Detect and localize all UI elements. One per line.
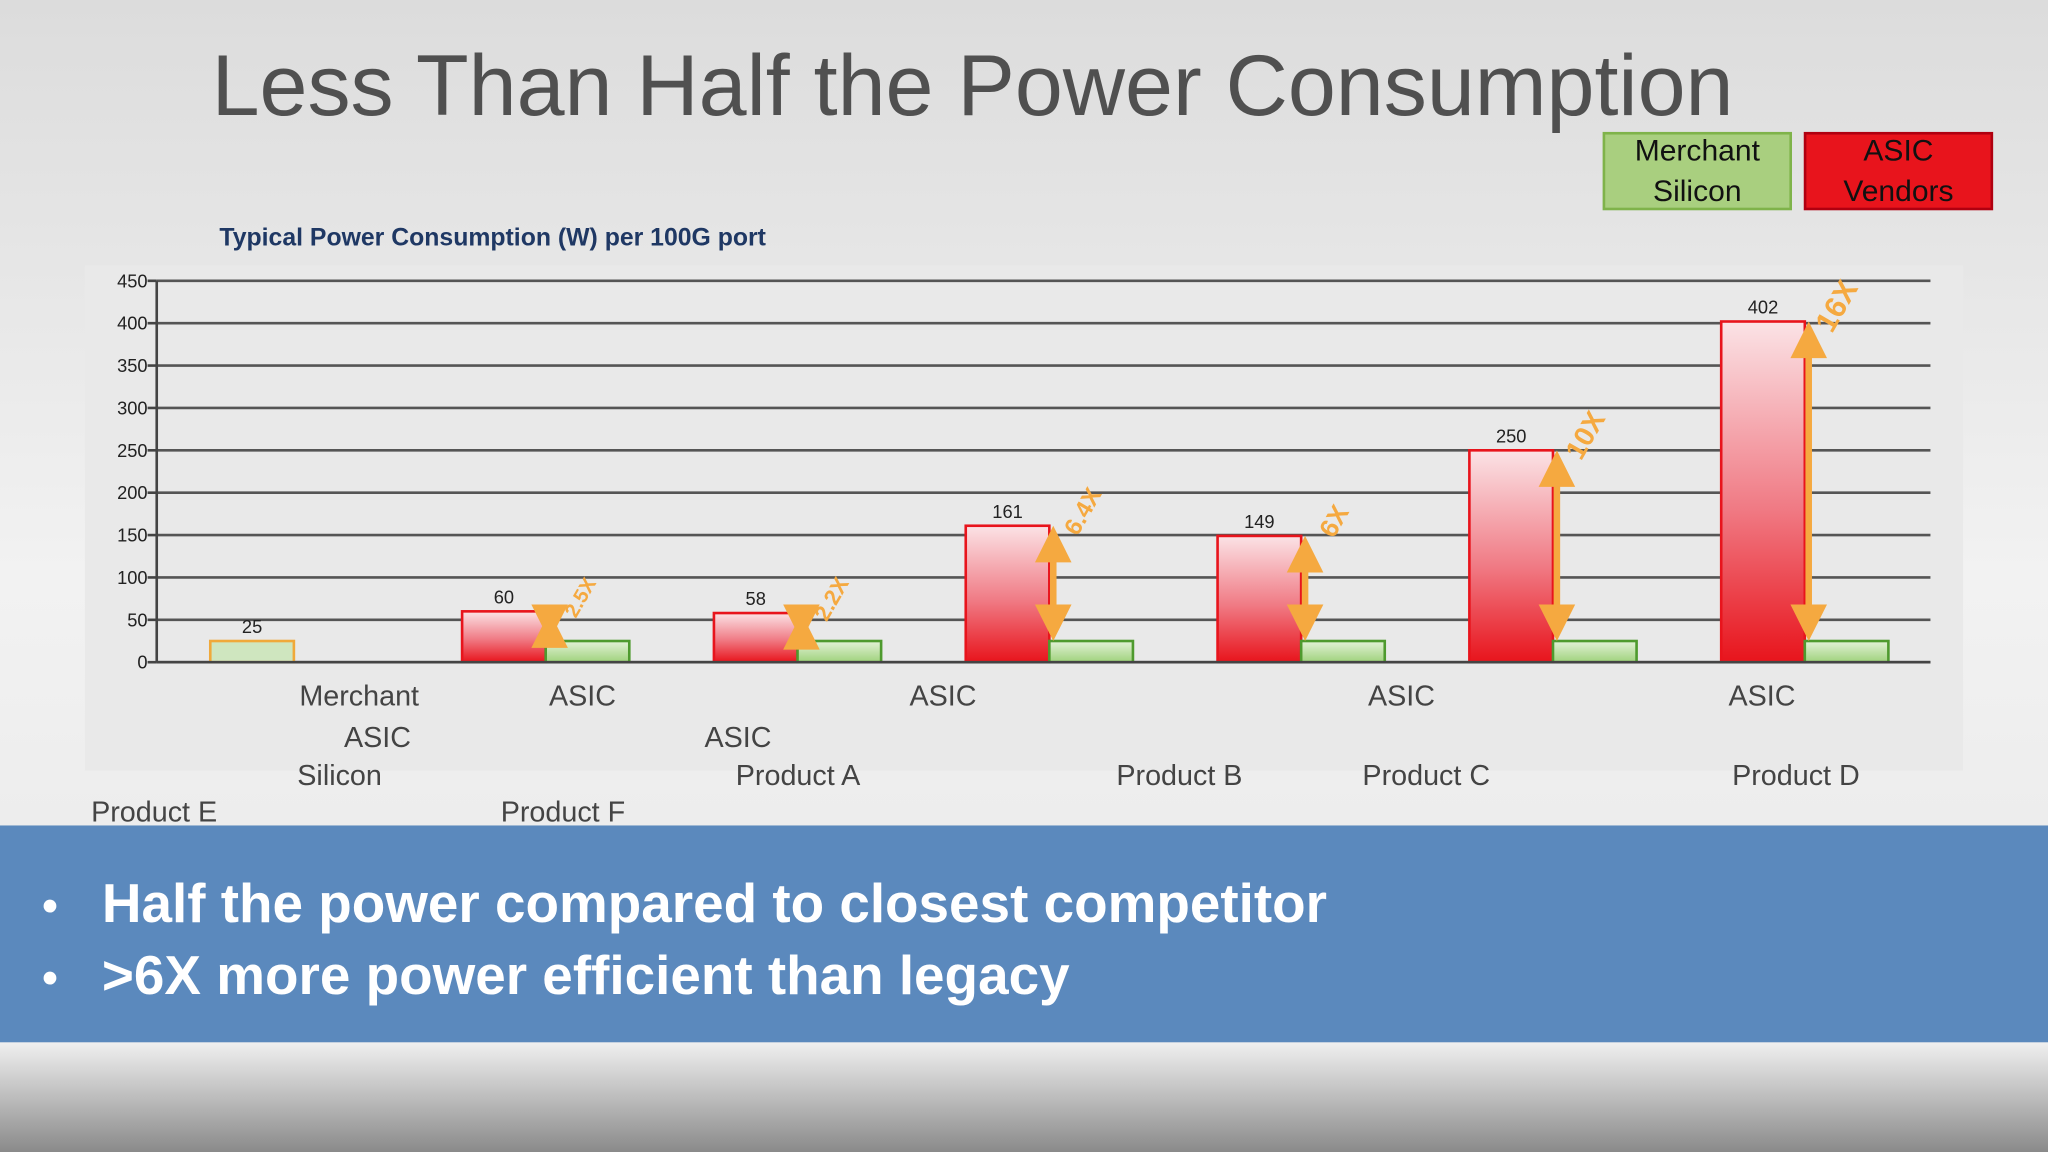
legend-entry: ASIC Vendors [1843,133,1954,208]
value-label: 250 [1496,425,1526,446]
value-label: 402 [1748,297,1778,318]
y-tick-label: 150 [117,525,147,546]
x-label: Product D [1732,760,1860,792]
x-label: Product B [1116,760,1242,792]
x-label: ASIC [549,680,616,712]
value-label: 60 [494,587,514,608]
legend-entry: Merchant Silicon [1634,133,1760,208]
ratio-arrow-head [1790,321,1828,359]
x-label: Merchant [299,680,419,712]
bar [1299,639,1387,664]
ratio-arrow-head [783,604,820,642]
bullet-dot: • [42,879,58,932]
x-label: Product C [1362,760,1490,792]
chart-subtitle: Typical Power Consumption (W) per 100G p… [219,225,766,252]
legend-label: Merchant Silicon [1634,133,1760,208]
slide-title: Less Than Half the Power Consumption [212,38,1734,134]
footer-band [0,1042,2048,1152]
x-label: ASIC [1728,680,1795,712]
bar [208,639,296,664]
bullet-band [0,825,2048,1043]
ratio-arrow-head [1790,604,1828,642]
bullet-dot: • [42,951,58,1004]
y-tick-label: 50 [127,609,147,630]
bar [1468,449,1555,664]
bullet-text: >6X more power efficient than legacy [102,944,1070,1006]
ratio-arrow-head [1286,535,1324,573]
bar [460,610,548,664]
legend-label: ASIC Vendors [1843,133,1954,208]
legend-swatch [1602,131,1792,211]
bar [1216,534,1303,664]
bar [964,524,1051,664]
ratio-arrow-head [531,604,568,642]
y-tick-label: 100 [117,567,147,588]
x-label: ASIC [910,680,977,712]
bar [712,611,799,664]
y-tick-label: 250 [117,440,147,461]
bullets: • Half the power compared to closest comp… [42,872,1327,1006]
value-label: 58 [746,588,766,609]
y-tick-label: 350 [117,355,147,376]
bar [1803,639,1890,664]
y-tick-label: 400 [117,313,147,334]
x-label: ASIC [1368,680,1435,712]
y-tick-label: 450 [117,270,147,291]
value-label: 149 [1244,511,1274,532]
x-label: Product F [501,797,626,829]
ratio-arrow-head [1538,450,1576,487]
x-label: Product E [91,797,217,829]
x-label: Product A [736,760,861,792]
value-label: 25 [242,616,262,637]
bar [1048,639,1135,664]
x-label: ASIC [704,722,771,754]
value-label: 161 [992,501,1022,522]
ratio-arrow-head [1034,525,1072,563]
ratio-arrow-head [1034,604,1072,642]
bar [1719,320,1807,664]
y-tick-label: 300 [117,397,147,418]
legend-swatch [1803,131,1994,211]
bar [1551,639,1638,664]
bullet-text: Half the power compared to closest compe… [102,872,1327,934]
ratio-arrow-head [1286,604,1324,642]
y-tick-label: 0 [137,652,147,673]
x-label: Silicon [297,760,382,792]
ratio-arrow-head [1538,604,1576,642]
plot-background [84,265,1964,771]
y-tick-label: 200 [117,482,147,503]
x-label: ASIC [344,722,411,754]
